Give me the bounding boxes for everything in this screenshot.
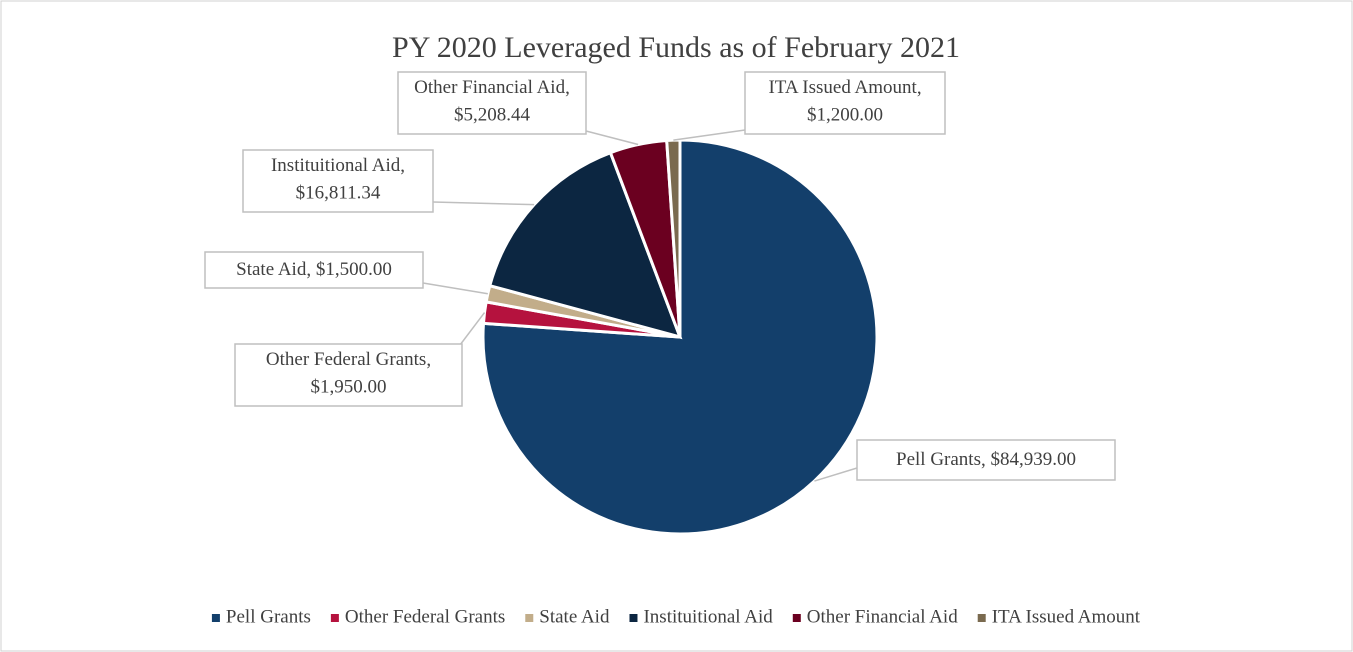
data-label-box: [856, 439, 1116, 481]
leader-line: [422, 282, 488, 295]
legend-swatch: [977, 614, 986, 622]
data-label-category: State Aid: [236, 259, 307, 280]
legend-label: Other Financial Aid: [807, 606, 958, 627]
data-label: Instituitional Aid,: [271, 155, 405, 176]
legend-swatch: [792, 614, 801, 622]
leader-line: [814, 467, 858, 482]
legend-swatch: [525, 614, 534, 622]
legend-label: State Aid: [539, 606, 610, 627]
leader-line: [585, 130, 639, 146]
leader-line: [673, 129, 746, 141]
legend-label: ITA Issued Amount: [992, 606, 1141, 627]
legend-swatch: [330, 614, 339, 622]
data-label-box: [744, 71, 946, 135]
data-label-box: [242, 149, 434, 213]
pie-slice: [487, 150, 683, 340]
data-label-category: Other Financial Aid: [414, 77, 565, 98]
data-label-category: ITA Issued Amount: [768, 77, 917, 98]
data-label: Pell Grants, $84,939.00: [896, 449, 1076, 470]
data-label: Other Financial Aid,: [414, 77, 570, 98]
data-label-category: Pell Grants: [896, 449, 981, 470]
legend-label: Other Federal Grants: [345, 606, 505, 627]
leader-line: [459, 312, 486, 346]
data-label-box: [397, 71, 587, 135]
data-label-category: Instituitional Aid: [271, 155, 401, 176]
data-label-box: [204, 251, 424, 289]
data-label: State Aid, $1,500.00: [236, 259, 392, 280]
leader-line: [432, 201, 535, 206]
pie-slice: [481, 138, 879, 536]
data-label-value: $84,939.00: [990, 449, 1076, 470]
data-label-value: $16,811.34: [296, 182, 381, 203]
legend-swatch: [211, 614, 220, 622]
legend-label: Pell Grants: [226, 606, 311, 627]
legend-label: Instituitional Aid: [643, 606, 773, 627]
data-label-value: $5,208.44: [454, 104, 531, 125]
data-label-category: Other Federal Grants: [266, 349, 426, 370]
data-label-value: $1,950.00: [311, 376, 387, 397]
legend-swatch: [629, 614, 638, 622]
data-label-box: [234, 343, 463, 407]
data-label: ITA Issued Amount,: [768, 77, 921, 98]
data-label-value: $1,500.00: [316, 259, 392, 280]
chart-title: PY 2020 Leveraged Funds as of February 2…: [392, 31, 960, 64]
data-label-value: $1,200.00: [807, 104, 883, 125]
data-label: Other Federal Grants,: [266, 349, 431, 370]
legend: Pell Grants Other Federal Grants State Aid…: [211, 606, 1141, 627]
